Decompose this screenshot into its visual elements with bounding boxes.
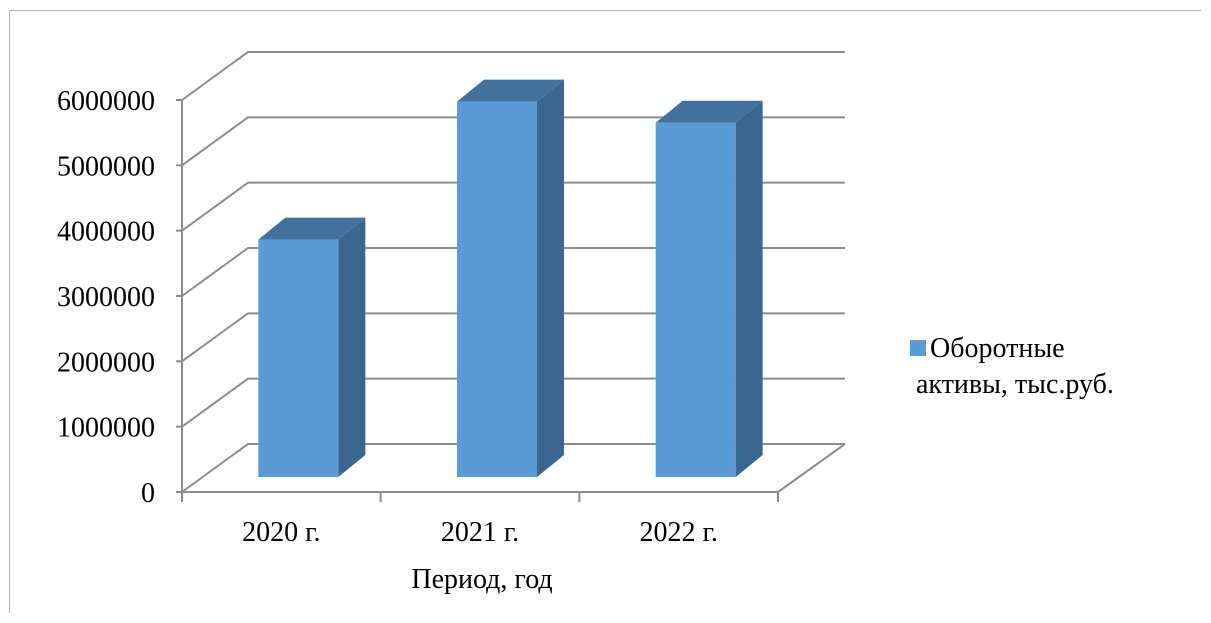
bar-side — [338, 217, 366, 478]
chart-walls — [176, 51, 846, 502]
gridline — [181, 51, 845, 101]
legend-label-line: активы, тыс.руб. — [916, 369, 1114, 400]
legend: Оборотные активы, тыс.руб. — [910, 333, 1114, 400]
y-tick-label: 0 — [141, 478, 155, 509]
x-axis-title: Период, год — [411, 564, 552, 595]
y-tick-label: 3000000 — [57, 282, 155, 313]
bar-top — [258, 217, 366, 240]
gridline — [181, 312, 845, 363]
y-tick-label: 1000000 — [57, 413, 155, 444]
x-tick-labels: 2020 г. 2021 г. 2022 г. — [242, 517, 718, 548]
bar-top — [457, 79, 564, 102]
x-tick-label: 2022 г. — [640, 517, 718, 548]
x-tick-label: 2020 г. — [242, 517, 320, 548]
bar — [655, 122, 736, 478]
y-tick-label: 4000000 — [57, 217, 155, 248]
y-tick-label: 6000000 — [57, 86, 155, 117]
chart-frame — [9, 10, 1201, 613]
bar — [258, 239, 339, 477]
bar-side — [537, 79, 564, 477]
x-tick-label: 2021 г. — [441, 517, 519, 548]
chart-bars — [258, 79, 763, 478]
legend-swatch — [910, 340, 926, 356]
y-tick-label: 5000000 — [57, 151, 155, 182]
gridline — [181, 377, 845, 428]
legend-label: Оборотные активы, тыс.руб. — [916, 333, 1114, 400]
gridline — [181, 181, 845, 232]
gridline — [181, 247, 845, 297]
gridline — [181, 116, 845, 167]
bar-side — [735, 100, 763, 478]
floor-right-edge — [777, 443, 846, 493]
bar-top — [655, 100, 763, 123]
bar — [457, 101, 537, 477]
legend-label-line: Оборотные — [930, 333, 1065, 364]
y-tick-labels: 0 1000000 2000000 3000000 4000000 5000000 6000… — [57, 86, 155, 509]
y-tick-label: 2000000 — [57, 347, 155, 378]
gridline — [181, 443, 845, 493]
